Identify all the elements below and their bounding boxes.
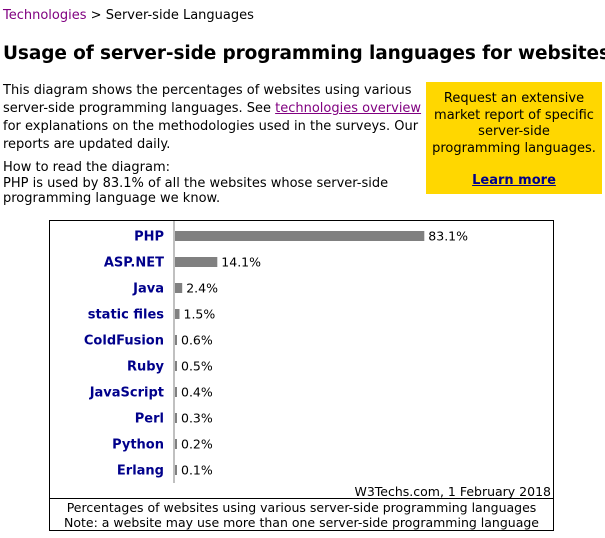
value-label-erlang: 0.1%	[181, 463, 213, 478]
value-label-php: 83.1%	[428, 229, 468, 244]
bar-ruby	[175, 361, 177, 371]
breadcrumb-current: Server-side Languages	[105, 8, 254, 23]
breadcrumb-link-technologies[interactable]: Technologies	[3, 8, 87, 23]
value-label-javascript: 0.4%	[181, 385, 213, 400]
bar-php	[175, 231, 425, 241]
chart-credit: W3Techs.com, 1 February 2018	[354, 484, 551, 499]
category-label-erlang[interactable]: Erlang	[117, 464, 164, 479]
intro-text-before: This diagram shows the percentages of we…	[3, 83, 412, 116]
chart-caption-line-2: Note: a website may use more than one se…	[64, 515, 539, 530]
value-label-java: 2.4%	[186, 281, 218, 296]
bar-asp-net	[175, 257, 218, 267]
category-label-ruby[interactable]: Ruby	[127, 360, 165, 375]
page-title: Usage of server-side programming languag…	[3, 43, 605, 64]
how-to-read-heading: How to read the diagram:	[3, 160, 170, 175]
chart-caption-line-1: Percentages of websites using various se…	[66, 500, 537, 515]
promo-text: Request an extensive market report of sp…	[432, 91, 596, 156]
chart-caption: Percentages of websites using various se…	[50, 498, 553, 530]
value-label-static-files: 1.5%	[184, 307, 216, 322]
bar-perl	[175, 413, 177, 423]
breadcrumb: Technologies > Server-side Languages	[3, 8, 254, 23]
bar-java	[175, 283, 183, 293]
breadcrumb-separator: >	[86, 8, 106, 23]
how-to-read-text: PHP is used by 83.1% of all the websites…	[3, 175, 389, 207]
category-label-asp-net[interactable]: ASP.NET	[104, 256, 164, 271]
value-label-coldfusion: 0.6%	[181, 333, 213, 348]
chart: PHP 83.1% ASP.NET 14.1% Java 2.4% static files…	[49, 220, 554, 531]
bar-python	[175, 439, 177, 449]
bar-coldfusion	[175, 335, 177, 345]
intro-text-after: for explanations on the methodologies us…	[3, 119, 419, 152]
how-to-read: How to read the diagram: PHP is used by …	[3, 160, 423, 207]
value-label-perl: 0.3%	[181, 411, 213, 426]
learn-more-link[interactable]: Learn more	[472, 173, 556, 188]
intro-paragraph: This diagram shows the percentages of we…	[3, 82, 423, 154]
category-label-php[interactable]: PHP	[134, 230, 164, 245]
bar-erlang	[175, 465, 177, 475]
technologies-overview-link[interactable]: technologies overview	[275, 101, 422, 116]
bar-javascript	[175, 387, 177, 397]
category-label-perl[interactable]: Perl	[135, 412, 164, 427]
category-label-javascript[interactable]: JavaScript	[89, 386, 164, 401]
promo-box: Request an extensive market report of sp…	[426, 82, 602, 194]
chart-plot: PHP 83.1% ASP.NET 14.1% Java 2.4% static files…	[84, 221, 468, 483]
value-label-asp-net: 14.1%	[221, 255, 261, 270]
category-label-coldfusion[interactable]: ColdFusion	[84, 334, 164, 349]
category-label-python[interactable]: Python	[112, 438, 164, 453]
bar-static-files	[175, 309, 180, 319]
value-label-python: 0.2%	[181, 437, 213, 452]
category-label-java[interactable]: Java	[132, 282, 164, 297]
category-label-static-files[interactable]: static files	[88, 308, 165, 323]
value-label-ruby: 0.5%	[181, 359, 213, 374]
